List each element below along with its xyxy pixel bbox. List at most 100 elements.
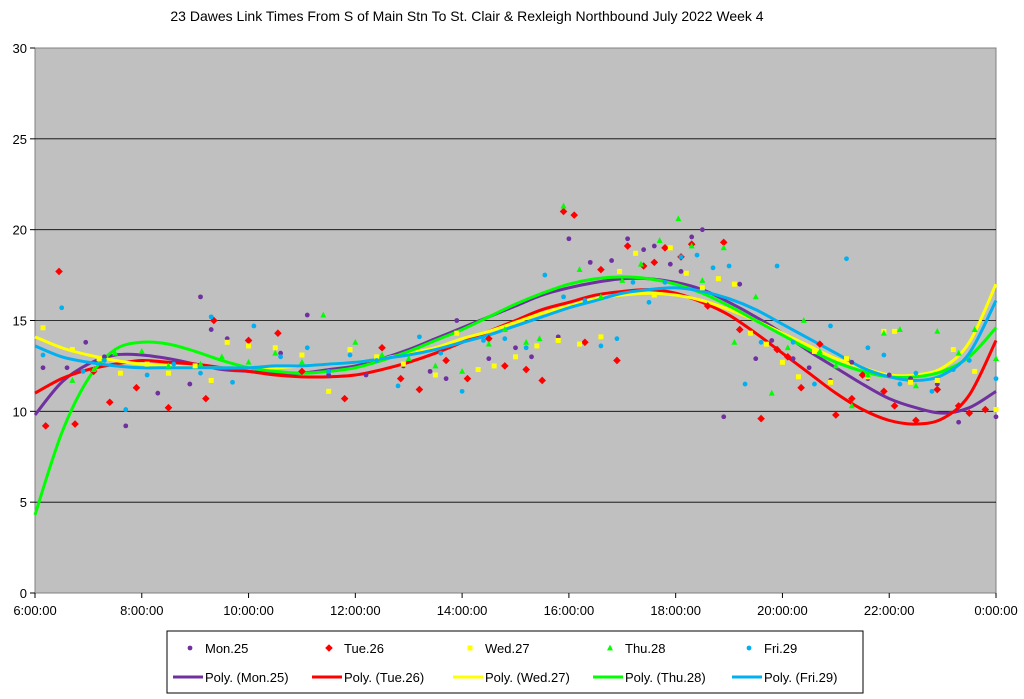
data-point (417, 334, 422, 340)
data-point (559, 207, 568, 216)
data-point (132, 383, 141, 392)
data-point (641, 247, 647, 253)
data-point (757, 414, 765, 423)
data-point (208, 377, 214, 383)
data-point (881, 352, 887, 358)
data-point (485, 340, 492, 347)
data-point (326, 372, 332, 378)
data-point (454, 318, 460, 323)
data-point (69, 347, 75, 353)
chart-title: 23 Dawes Link Times From S of Main Stn T… (170, 8, 763, 24)
data-point (536, 335, 543, 342)
data-point (278, 354, 283, 360)
legend-entry-label: Poly. (Wed.27) (485, 670, 570, 685)
data-point (656, 237, 663, 243)
data-point (542, 272, 548, 278)
data-point (192, 363, 198, 369)
data-point (769, 338, 775, 343)
data-point (630, 279, 636, 285)
data-point (613, 356, 621, 365)
data-point (779, 359, 785, 365)
data-point (892, 328, 898, 334)
data-point (619, 277, 626, 283)
data-point (993, 376, 999, 382)
y-axis: 0 5 10 15 20 25 30 (13, 41, 35, 601)
data-point (800, 317, 807, 323)
data-point (816, 340, 824, 348)
data-point (773, 345, 781, 354)
data-point (993, 355, 999, 362)
data-point (298, 358, 305, 365)
legend-entry-label: Poly. (Thu.28) (625, 670, 706, 685)
y-tick-label: 5 (20, 495, 27, 510)
data-point (832, 362, 839, 369)
data-point (340, 394, 349, 403)
data-point (378, 343, 386, 352)
data-point (197, 360, 204, 367)
data-point (432, 362, 439, 369)
data-point (950, 347, 956, 353)
data-point (667, 245, 673, 251)
data-point (352, 338, 359, 345)
data-point (737, 281, 743, 287)
data-point (849, 359, 855, 365)
y-tick-label: 15 (13, 314, 27, 329)
data-point (735, 325, 744, 334)
data-point (678, 254, 684, 260)
data-point (912, 416, 920, 425)
data-point (758, 339, 764, 345)
x-tick-label: 0:00:00 (974, 603, 1017, 618)
data-point (486, 356, 492, 362)
data-point (208, 327, 214, 332)
data-point (210, 316, 218, 325)
data-point (427, 368, 433, 374)
data-point (272, 349, 279, 356)
data-point (501, 326, 508, 332)
data-point (481, 338, 486, 343)
data-point (171, 361, 177, 367)
data-point (463, 374, 472, 383)
data-point (614, 336, 620, 342)
data-point (742, 381, 748, 387)
data-point (832, 411, 840, 419)
data-point (971, 326, 978, 332)
data-point (929, 388, 935, 394)
data-point (432, 372, 438, 378)
data-point (144, 361, 150, 367)
data-point (405, 355, 412, 362)
data-point (566, 236, 572, 242)
data-point (812, 381, 817, 387)
data-point (347, 352, 353, 358)
data-point (617, 268, 623, 274)
data-point (954, 402, 963, 410)
data-point (165, 362, 172, 369)
data-point (719, 238, 728, 247)
legend-marker (325, 644, 333, 652)
y-tick-label: 25 (13, 132, 27, 147)
data-point (651, 243, 657, 249)
trendline (33, 275, 998, 516)
data-point (582, 298, 588, 303)
data-point (155, 390, 161, 396)
data-point (374, 358, 380, 363)
data-point (844, 256, 849, 262)
data-point (816, 347, 823, 354)
data-point (721, 414, 727, 420)
legend-entry-label: Thu.28 (625, 641, 665, 656)
legend-entry-label: Tue.26 (344, 641, 384, 656)
data-point (513, 354, 518, 360)
data-point (304, 312, 310, 318)
data-point (379, 351, 386, 358)
data-point (993, 407, 999, 413)
data-point (272, 345, 278, 351)
data-point (880, 329, 887, 336)
y-tick-label: 20 (13, 223, 27, 238)
data-point (442, 356, 450, 365)
data-point (501, 362, 509, 370)
data-point (597, 265, 605, 274)
data-point (581, 338, 589, 347)
data-point (806, 365, 812, 371)
data-point (244, 336, 253, 345)
data-point (966, 358, 972, 363)
x-tick-label: 6:00:00 (13, 603, 56, 618)
